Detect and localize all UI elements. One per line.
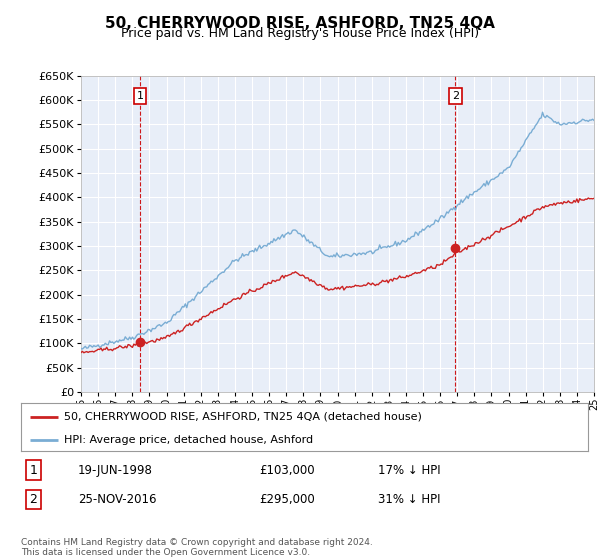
Text: HPI: Average price, detached house, Ashford: HPI: Average price, detached house, Ashf… [64, 435, 313, 445]
Text: 31% ↓ HPI: 31% ↓ HPI [378, 493, 441, 506]
Text: 50, CHERRYWOOD RISE, ASHFORD, TN25 4QA: 50, CHERRYWOOD RISE, ASHFORD, TN25 4QA [105, 16, 495, 31]
Text: £103,000: £103,000 [259, 464, 315, 477]
Text: 50, CHERRYWOOD RISE, ASHFORD, TN25 4QA (detached house): 50, CHERRYWOOD RISE, ASHFORD, TN25 4QA (… [64, 412, 421, 422]
Text: 1: 1 [29, 464, 37, 477]
Text: £295,000: £295,000 [259, 493, 315, 506]
Text: 2: 2 [29, 493, 37, 506]
Text: 19-JUN-1998: 19-JUN-1998 [78, 464, 152, 477]
Text: Price paid vs. HM Land Registry's House Price Index (HPI): Price paid vs. HM Land Registry's House … [121, 27, 479, 40]
Text: 25-NOV-2016: 25-NOV-2016 [78, 493, 156, 506]
Text: 17% ↓ HPI: 17% ↓ HPI [378, 464, 441, 477]
Text: 2: 2 [452, 91, 459, 101]
Text: 1: 1 [137, 91, 143, 101]
Text: Contains HM Land Registry data © Crown copyright and database right 2024.
This d: Contains HM Land Registry data © Crown c… [21, 538, 373, 557]
